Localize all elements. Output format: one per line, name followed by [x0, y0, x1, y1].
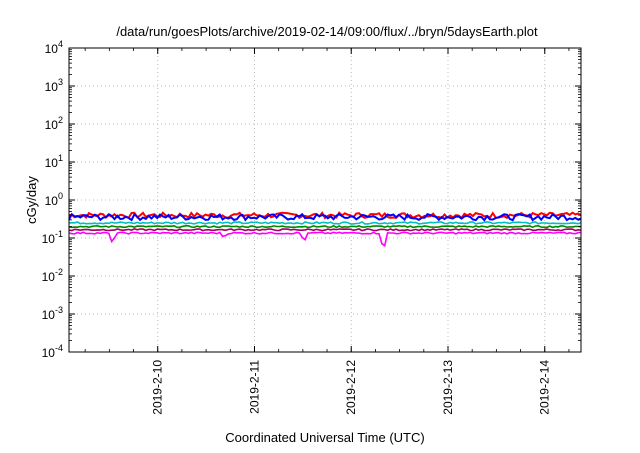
y-tick-label: 104 [45, 39, 63, 56]
x-tick-label: 2019-2-12 [344, 360, 358, 415]
plot-frame [68, 47, 582, 353]
series-line-3 [68, 220, 582, 225]
y-tick-label: 102 [45, 115, 63, 132]
y-tick-label: 10-4 [42, 343, 63, 360]
y-tick-label: 10-2 [42, 267, 63, 284]
y-tick-label: 10-3 [42, 305, 63, 322]
series-group [68, 211, 582, 248]
y-tick-label: 10-1 [42, 229, 63, 246]
x-tick-label: 2019-2-10 [151, 360, 165, 415]
series-line-5 [68, 228, 582, 232]
x-tick-label: 2019-2-14 [538, 360, 552, 415]
x-axis-label: Coordinated Universal Time (UTC) [225, 430, 424, 445]
grid [69, 48, 581, 352]
chart-title: /data/run/goesPlots/archive/2019-02-14/0… [116, 24, 538, 39]
axes: 10-4 10-3 10-2 10-1 100 101 102 103 104 2019-2-10… [42, 39, 582, 415]
series-line-6 [68, 231, 582, 248]
x-tick-label: 2019-2-11 [247, 360, 261, 414]
y-tick-label: 101 [45, 153, 63, 170]
y-tick-label: 103 [45, 77, 63, 94]
x-tick-label: 2019-2-13 [441, 360, 455, 415]
y-axis-label: cGy/day [24, 176, 39, 224]
y-tick-label: 100 [45, 191, 63, 208]
series-line-4 [68, 224, 582, 229]
series-line-2 [68, 212, 582, 222]
